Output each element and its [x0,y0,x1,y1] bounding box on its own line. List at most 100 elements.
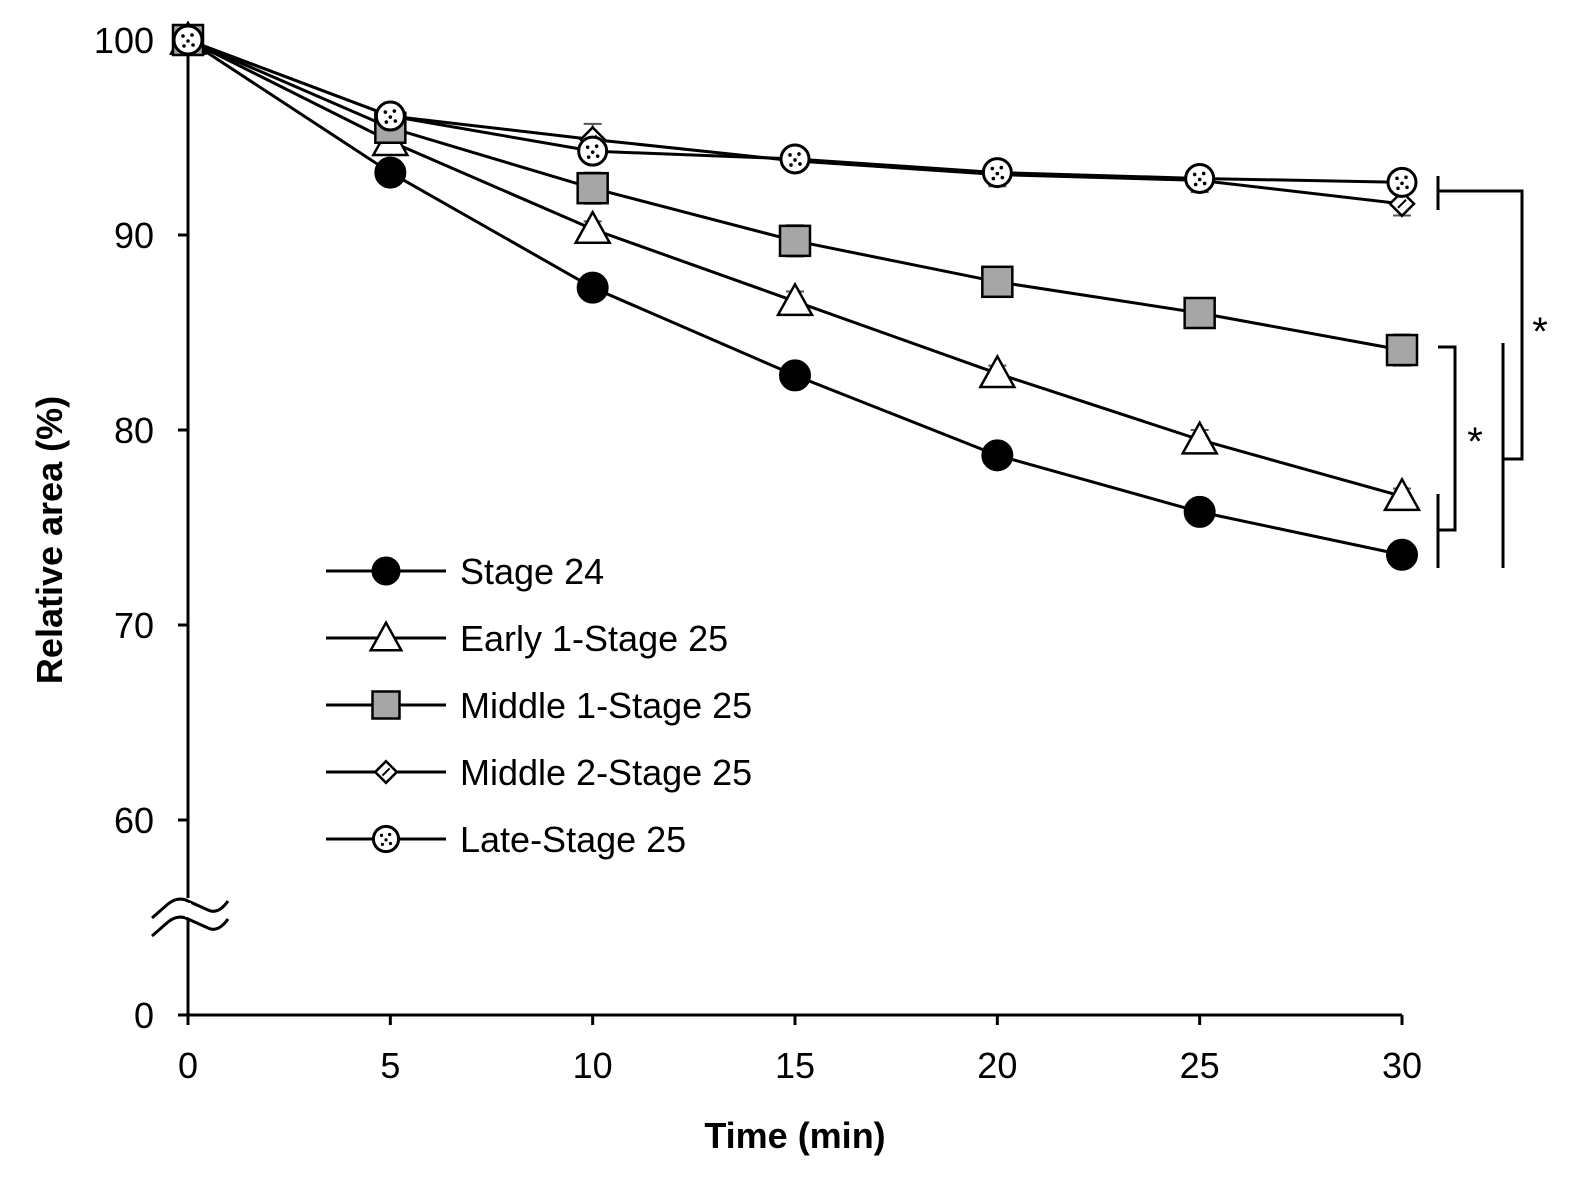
marker-dot [384,838,388,842]
data-point [1386,166,1418,198]
series-layer [168,20,1422,571]
legend-entry: Stage 24 [326,551,604,592]
marker-dot [995,171,1000,176]
marker-dot [798,162,802,166]
data-point [172,24,204,56]
legend-entry: Late-Stage 25 [326,819,686,860]
significance-star: * [1532,310,1548,354]
data-point [981,157,1013,189]
y-tick-label: 60 [114,800,154,841]
marker-dot [1202,181,1207,186]
marker-dot [590,150,595,154]
marker-dot [388,841,393,846]
marker-shape [978,353,1017,389]
y-tick-label: 0 [134,995,154,1036]
marker-shape [573,209,612,244]
marker-dot [191,43,195,47]
marker-shape [981,439,1014,472]
marker-dot [1192,172,1197,177]
data-point [779,143,811,175]
marker-dot [383,110,388,114]
y-tick-label: 90 [114,215,154,256]
x-tick-label: 5 [380,1045,400,1086]
data-point [981,265,1014,299]
axis-break-mark [151,897,230,920]
marker-shape [1183,495,1216,528]
marker-dot [1396,186,1400,191]
data-point [981,439,1014,472]
marker-dot [388,115,393,119]
x-tick-label: 20 [977,1045,1017,1086]
data-point [1382,476,1422,512]
legend-marker [373,759,399,785]
data-point [775,281,815,317]
data-point [1183,296,1216,330]
legend-marker [371,556,401,586]
marker-dot [1197,177,1202,182]
marker-dot [788,153,792,157]
marker-dot [1395,176,1399,181]
marker-shape [368,620,404,652]
data-point [1184,162,1216,194]
legend-entry: Middle 1-Stage 25 [326,685,752,726]
data-point [779,359,811,392]
legend-label: Middle 1-Stage 25 [460,685,752,726]
marker-shape [779,359,811,392]
y-tick-label: 100 [94,20,154,61]
marker-hatch [381,767,391,777]
significance-bracket [1436,176,1524,461]
legend: Stage 24 Early 1-Stage 25 Middle 1-Stage 2… [326,551,752,860]
marker-dot [585,145,590,149]
legend-entry: Early 1-Stage 25 [326,618,728,659]
data-point [1386,538,1418,571]
legend-marker [371,824,401,854]
data-point [1385,333,1419,367]
data-point [1388,190,1416,218]
legend-label: Stage 24 [460,551,604,592]
marker-dot [186,39,190,43]
data-point [374,156,407,189]
data-point [374,100,406,132]
data-point [978,353,1017,389]
marker-dot [999,165,1004,170]
x-axis-title: Time (min) [704,1115,885,1156]
marker-dot [793,158,797,162]
data-point [1180,420,1219,455]
marker-dot [1000,175,1005,180]
marker-dot [594,144,599,148]
y-tick-label: 80 [114,410,154,451]
legend-label: Middle 2-Stage 25 [460,752,752,793]
marker-dot [990,166,995,171]
marker-shape [576,271,609,304]
data-point [576,271,609,304]
marker-dot [384,120,389,124]
marker-dot [392,109,397,113]
legend-marker [371,690,401,720]
x-tick-label: 0 [178,1045,198,1086]
marker-shape [1180,420,1219,455]
marker-shape [576,171,609,205]
marker-dot [595,154,600,158]
marker-dot [182,44,186,48]
y-tick-label: 70 [114,605,154,646]
x-tick-label: 30 [1382,1045,1422,1086]
marker-dot [586,155,591,159]
marker-shape [775,281,815,317]
marker-dot [789,163,793,167]
marker-dot [1405,185,1409,190]
axis-break-mark [151,915,230,938]
x-tick-label: 10 [573,1045,613,1086]
marker-dot [1201,171,1206,176]
marker-dot [1193,182,1198,187]
data-point [1183,495,1216,528]
significance-annotations: ** [1436,176,1548,568]
legend-marker [368,620,404,652]
marker-dot [379,833,384,838]
data-point [576,171,609,205]
legend-entry: Middle 2-Stage 25 [326,752,752,793]
data-point [577,135,609,167]
legend-label: Late-Stage 25 [460,819,686,860]
marker-hatch [1397,199,1407,209]
